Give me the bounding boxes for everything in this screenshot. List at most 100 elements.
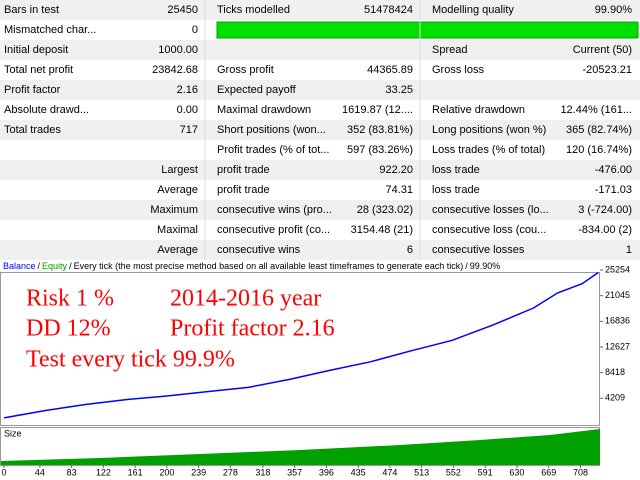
- y-tick-label: 4209: [605, 393, 625, 403]
- x-tick-label: 513: [414, 467, 429, 477]
- table-cell: -834.00 (2): [578, 224, 632, 236]
- table-cell: Relative drawdown: [432, 104, 525, 116]
- table-cell: loss trade: [432, 184, 480, 196]
- x-tick-label: 239: [191, 467, 206, 477]
- annotation: DD 12%: [26, 316, 111, 342]
- x-tick-label: 357: [287, 467, 302, 477]
- table-cell: 2.16: [177, 84, 198, 96]
- table-cell: 28 (323.02): [357, 204, 413, 216]
- table-row: [0, 0, 640, 20]
- table-cell: Current (50): [573, 44, 632, 56]
- x-tick-label: 552: [446, 467, 461, 477]
- table-cell: 25450: [167, 4, 198, 16]
- table-row: [0, 240, 640, 260]
- table-cell: Gross profit: [217, 64, 274, 76]
- table-cell: Maximum: [150, 204, 198, 216]
- table-cell: -476.00: [595, 164, 632, 176]
- table-cell: 33.25: [385, 84, 413, 96]
- table-row: [0, 200, 640, 220]
- table-row: [0, 60, 640, 80]
- x-tick-label: 0: [1, 467, 6, 477]
- y-tick-label: 12627: [605, 341, 630, 351]
- x-tick-label: 396: [319, 467, 334, 477]
- table-cell: 99.90%: [595, 4, 633, 16]
- x-tick-label: 44: [35, 467, 45, 477]
- table-cell: 1000.00: [158, 44, 198, 56]
- y-tick-label: 21045: [605, 290, 630, 300]
- annotation: Risk 1 %: [26, 286, 114, 312]
- table-cell: consecutive losses: [432, 244, 525, 256]
- header-part: Every tick (the most precise method base…: [74, 261, 464, 271]
- table-cell: 717: [180, 124, 198, 136]
- x-tick-label: 474: [382, 467, 397, 477]
- table-cell: 365 (82.74%): [566, 124, 632, 136]
- y-tick-label: 16836: [605, 316, 630, 326]
- table-cell: consecutive losses (lo...: [432, 204, 549, 216]
- header-part: 99.90%: [470, 261, 501, 271]
- table-row: [0, 40, 640, 60]
- table-cell: Total trades: [4, 124, 61, 136]
- table-cell: 922.20: [379, 164, 413, 176]
- table-cell: 12.44% (161...: [560, 104, 632, 116]
- table-cell: Average: [157, 184, 198, 196]
- chart-header: Balance / Equity / Every tick (the most prec…: [3, 261, 500, 271]
- table-cell: -20523.21: [582, 64, 632, 76]
- table-row: [0, 80, 640, 100]
- table-cell: Initial deposit: [4, 44, 68, 56]
- table-cell: consecutive loss (cou...: [432, 224, 546, 236]
- table-cell: consecutive wins: [217, 244, 301, 256]
- table-cell: Spread: [432, 44, 467, 56]
- table-cell: profit trade: [217, 184, 270, 196]
- x-tick-label: 435: [351, 467, 366, 477]
- table-cell: Modelling quality: [432, 4, 514, 16]
- annotation: 2014-2016 year: [170, 286, 321, 312]
- table-cell: Loss trades (% of total): [432, 144, 545, 156]
- table-cell: Short positions (won...: [217, 124, 326, 136]
- balance-line: [3, 271, 599, 419]
- y-tick-label: 8418: [605, 367, 625, 377]
- table-row: [0, 100, 640, 120]
- table-cell: Largest: [161, 164, 198, 176]
- table-cell: 0: [192, 24, 198, 36]
- header-part: Balance: [3, 261, 36, 271]
- table-cell: Profit trades (% of tot...: [217, 144, 330, 156]
- table-cell: 597 (83.26%): [347, 144, 413, 156]
- header-part: /: [69, 261, 72, 271]
- x-tick-label: 161: [128, 467, 143, 477]
- x-tick-label: 122: [96, 467, 111, 477]
- x-tick-label: 591: [478, 467, 493, 477]
- x-tick-label: 669: [541, 467, 556, 477]
- x-tick-label: 83: [67, 467, 77, 477]
- size-area: [1, 429, 600, 465]
- plot-frame: [0, 272, 600, 426]
- x-tick-label: 708: [573, 467, 588, 477]
- table-row: [0, 140, 640, 160]
- table-row: [0, 180, 640, 200]
- table-row: [0, 160, 640, 180]
- table-cell: 74.31: [385, 184, 413, 196]
- table-row: [0, 220, 640, 240]
- table-row: [0, 120, 640, 140]
- table-cell: Ticks modelled: [217, 4, 290, 16]
- header-part: /: [38, 261, 41, 271]
- table-cell: Profit factor: [4, 84, 61, 96]
- table-cell: 6: [407, 244, 413, 256]
- table-cell: Absolute drawd...: [4, 104, 89, 116]
- table-cell: 3 (-724.00): [578, 204, 632, 216]
- size-label: Size: [4, 428, 22, 438]
- header-part: Equity: [42, 261, 68, 271]
- table-cell: Expected payoff: [217, 84, 297, 96]
- x-tick-label: 630: [509, 467, 524, 477]
- table-cell: 1: [626, 244, 632, 256]
- table-cell: profit trade: [217, 164, 270, 176]
- table-cell: Gross loss: [432, 64, 484, 76]
- quality-bar: [216, 21, 639, 39]
- header-part: /: [465, 261, 468, 271]
- table-cell: Bars in test: [4, 4, 59, 16]
- table-cell: Maximal drawdown: [217, 104, 311, 116]
- table-cell: 44365.89: [367, 64, 413, 76]
- table-cell: Total net profit: [4, 64, 73, 76]
- table-cell: Average: [157, 244, 198, 256]
- y-tick-label: 25254: [605, 264, 630, 274]
- table-cell: 0.00: [177, 104, 198, 116]
